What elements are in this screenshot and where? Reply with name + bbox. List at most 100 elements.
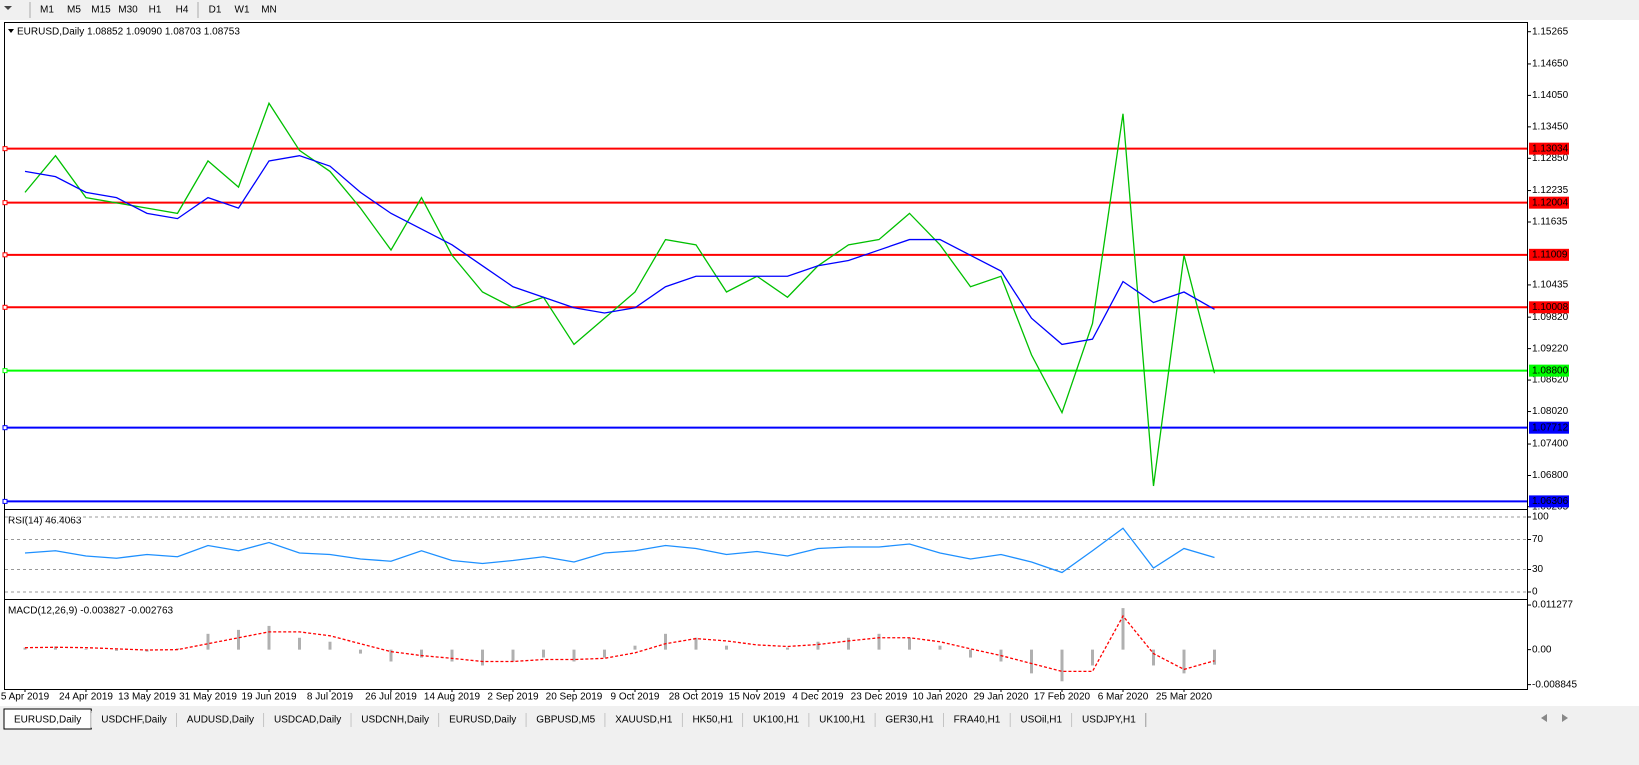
level-handle <box>2 425 8 431</box>
timeframe-label[interactable]: MN <box>261 5 277 16</box>
histogram-bar <box>328 641 332 650</box>
tab[interactable] <box>605 711 683 728</box>
x-tick-label: 8 Jul 2019 <box>307 692 354 703</box>
y-tick-label: 1.10435 <box>1532 280 1569 291</box>
y-tick-label: 1.15265 <box>1532 26 1569 37</box>
tab[interactable] <box>351 711 440 728</box>
x-tick-label: 29 Jan 2020 <box>973 692 1028 703</box>
tab-label[interactable]: USDCNH,Daily <box>361 715 429 726</box>
tab-label[interactable]: GBPUSD,M5 <box>536 715 595 726</box>
timeframe-button[interactable] <box>115 1 141 18</box>
tab[interactable] <box>91 711 177 728</box>
timeframe-button[interactable] <box>61 1 87 18</box>
timeframe-label[interactable]: H4 <box>176 5 189 16</box>
timeframe-button[interactable] <box>34 1 60 18</box>
level-handle <box>2 304 8 310</box>
tab-label[interactable]: USDJPY,H1 <box>1082 715 1136 726</box>
tab-label[interactable]: EURUSD,Daily <box>449 715 516 726</box>
y-tick-label: 1.08620 <box>1532 375 1569 386</box>
timeframe-label[interactable]: M5 <box>67 5 81 16</box>
tab[interactable] <box>743 711 810 728</box>
y-tick-label: 0.011277 <box>1532 600 1573 611</box>
chart-menu-arrow[interactable] <box>8 29 14 33</box>
histogram-bar <box>664 633 667 650</box>
histogram-bar <box>1121 608 1125 650</box>
tab-label[interactable]: GER30,H1 <box>885 715 934 726</box>
timeframe-button[interactable] <box>169 1 195 18</box>
x-tick-label: 31 May 2019 <box>179 692 237 703</box>
histogram-bar <box>1030 649 1033 674</box>
tab-label[interactable]: UK100,H1 <box>753 715 800 726</box>
histogram-bar <box>786 647 789 650</box>
y-tick-label: 1.14650 <box>1532 59 1569 70</box>
toolbar <box>0 0 1639 20</box>
tab[interactable] <box>439 711 527 728</box>
timeframe-button[interactable] <box>256 1 282 18</box>
x-tick-label: 10 Jan 2020 <box>912 692 967 703</box>
histogram-bar <box>54 646 57 650</box>
tab-label[interactable]: HK50,H1 <box>692 715 733 726</box>
histogram-bar <box>1152 649 1155 666</box>
tab-label[interactable]: USOil,H1 <box>1020 715 1062 726</box>
histogram-bar <box>206 633 210 650</box>
toolbar-icon[interactable] <box>4 6 12 10</box>
tab-label[interactable]: EURUSD,Daily <box>14 715 81 726</box>
tab[interactable] <box>943 711 1011 728</box>
tab[interactable] <box>682 711 744 728</box>
panel-title: RSI(14) 46.4063 <box>8 516 82 527</box>
histogram-bar <box>603 649 606 658</box>
tab-label[interactable]: FRA40,H1 <box>954 715 1001 726</box>
tab[interactable] <box>875 711 944 728</box>
tab[interactable] <box>1072 711 1146 728</box>
timeframe-button[interactable] <box>88 1 114 18</box>
level-label: 1.10008 <box>1532 302 1569 313</box>
series-line <box>24 614 1215 673</box>
chart-frame <box>4 22 1528 690</box>
tab-label[interactable]: XAUUSD,H1 <box>615 715 673 726</box>
tab-label[interactable]: AUDUSD,Daily <box>187 715 254 726</box>
level-label-box <box>1529 142 1569 155</box>
timeframe-label[interactable]: M1 <box>40 5 54 16</box>
x-tick-label: 5 Apr 2019 <box>1 692 50 703</box>
series-line <box>24 527 1215 574</box>
tab-label[interactable]: UK100,H1 <box>819 715 866 726</box>
level-label: 1.11009 <box>1532 249 1568 260</box>
timeframe-button[interactable] <box>142 1 168 18</box>
timeframe-label[interactable]: H1 <box>149 5 162 16</box>
tab[interactable] <box>176 711 265 728</box>
level-handle <box>2 200 8 206</box>
panel-title: EURUSD,Daily 1.08852 1.09090 1.08703 1.0… <box>17 27 240 38</box>
tab[interactable] <box>809 711 876 728</box>
tab-label[interactable]: USDCHF,Daily <box>101 715 167 726</box>
timeframe-label[interactable]: M15 <box>91 5 111 16</box>
x-tick-label: 2 Sep 2019 <box>487 692 539 703</box>
x-tick-label: 15 Nov 2019 <box>729 692 786 703</box>
scroll-left[interactable] <box>1541 714 1547 722</box>
histogram-bar <box>572 649 576 662</box>
tab[interactable] <box>526 711 606 728</box>
timeframe-label[interactable]: D1 <box>209 5 222 16</box>
histogram-bar <box>877 633 881 650</box>
y-tick-label: 1.09220 <box>1532 343 1569 354</box>
y-tick-label: 0.00 <box>1532 644 1552 655</box>
level-label-box <box>1529 248 1569 261</box>
tab-label[interactable]: USDCAD,Daily <box>274 715 341 726</box>
tab[interactable] <box>264 711 352 728</box>
y-tick-label: 30 <box>1532 564 1544 575</box>
timeframe-label[interactable]: M30 <box>118 5 138 16</box>
y-tick-label: 70 <box>1532 534 1544 545</box>
histogram-bar <box>542 649 545 658</box>
timeframe-button[interactable] <box>202 1 228 18</box>
y-tick-label: 1.08020 <box>1532 406 1569 417</box>
histogram-bar <box>450 649 454 662</box>
tab[interactable] <box>1010 711 1073 728</box>
timeframe-label[interactable]: W1 <box>235 5 250 16</box>
series-line <box>24 101 1216 487</box>
x-tick-label: 13 May 2019 <box>118 692 176 703</box>
series-line <box>24 155 1215 346</box>
histogram-bar <box>389 649 393 662</box>
scroll-right[interactable] <box>1562 714 1568 722</box>
y-tick-label: 1.12850 <box>1532 153 1569 164</box>
x-tick-label: 23 Dec 2019 <box>851 692 908 703</box>
timeframe-button[interactable] <box>229 1 255 18</box>
